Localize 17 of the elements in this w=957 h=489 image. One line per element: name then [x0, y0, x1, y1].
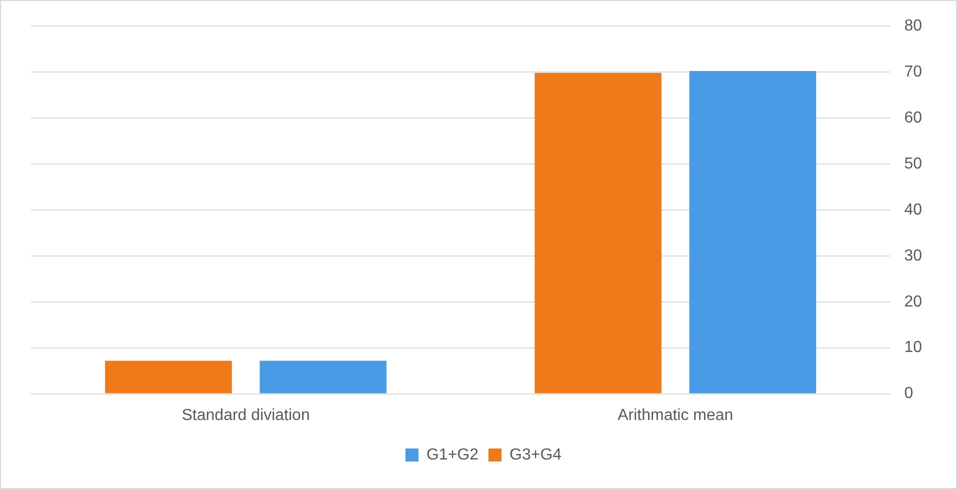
y-tick-label: 20	[904, 293, 922, 310]
legend-label: G3+G4	[510, 446, 562, 464]
y-tick-label: 70	[904, 63, 922, 80]
y-tick-label: 30	[904, 247, 922, 264]
y-tick-label: 10	[904, 339, 922, 356]
y-tick-label: 50	[904, 155, 922, 172]
bar	[105, 360, 232, 394]
y-tick-label: 80	[904, 17, 922, 34]
y-tick-label: 0	[904, 385, 914, 402]
y-tick-label: 60	[904, 109, 922, 126]
x-tick-label: Arithmatic mean	[618, 406, 734, 424]
legend-label: G1+G2	[426, 446, 479, 464]
bar	[689, 71, 816, 394]
x-tick-label: Standard diviation	[182, 406, 310, 424]
bar	[534, 72, 662, 394]
y-tick-label: 40	[904, 201, 922, 218]
bar	[260, 360, 387, 394]
